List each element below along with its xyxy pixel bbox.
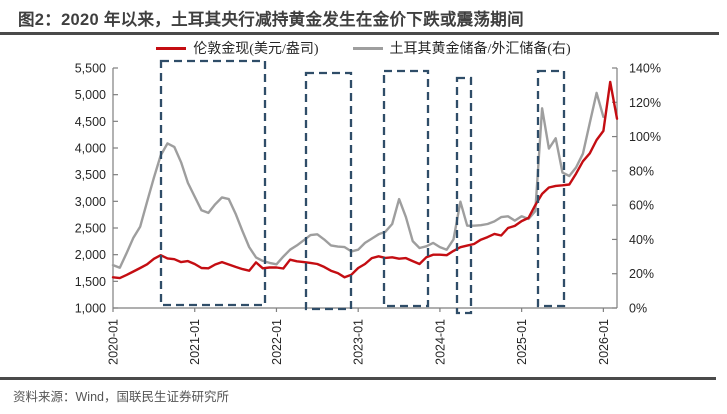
left-axis-tick-label: 3,500 [75, 168, 106, 182]
left-axis-tick-label: 4,000 [75, 142, 106, 156]
x-axis-tick-label: 2020-01 [107, 319, 121, 365]
left-axis-tick-label: 1,500 [75, 275, 106, 289]
legend-line-swatch-red [156, 46, 187, 50]
left-axis-tick-label: 2,000 [75, 248, 106, 262]
x-axis-tick-label: 2022-01 [270, 319, 284, 365]
title-divider [0, 32, 719, 35]
highlight-box [455, 76, 473, 315]
london-gold-price-line [111, 80, 619, 280]
highlight-box [304, 71, 353, 311]
right-axis-tick-label: 40% [629, 233, 654, 247]
x-axis-tick-label: 2026-01 [597, 319, 611, 365]
x-axis-tick-label: 2023-01 [352, 319, 366, 365]
x-axis-tick-label: 2021-01 [188, 319, 202, 365]
left-axis-tick-label: 3,000 [75, 195, 106, 209]
highlight-box [159, 59, 267, 307]
right-axis-tick-label: 140% [629, 62, 661, 76]
right-axis-tick-label: 100% [629, 130, 661, 144]
right-axis-tick-label: 20% [629, 267, 654, 281]
x-axis-tick-label: 2024-01 [433, 319, 447, 365]
left-axis-tick-label: 5,500 [75, 62, 106, 76]
source-divider [0, 377, 716, 380]
highlight-box [382, 69, 430, 308]
left-axis-tick-label: 2,500 [75, 222, 106, 236]
legend-label-turkey-reserves: 土耳其黄金储备/外汇储备(右) [389, 42, 571, 57]
right-axis-tick-label: 120% [629, 96, 661, 110]
chart-legend: 伦敦金现(美元/盎司) 土耳其黄金储备/外汇储备(右) [0, 38, 727, 58]
right-axis-tick-label: 60% [629, 199, 654, 213]
left-axis-tick-label: 1,000 [75, 302, 106, 316]
legend-item-turkey-reserves: 土耳其黄金储备/外汇储备(右) [352, 38, 571, 58]
right-axis-tick-label: 80% [629, 164, 654, 178]
highlight-box [536, 69, 566, 308]
left-axis-tick-label: 5,000 [75, 88, 106, 102]
legend-item-london-gold: 伦敦金现(美元/盎司) [156, 38, 319, 58]
left-axis-tick-label: 4,500 [75, 115, 106, 129]
x-axis-tick-label: 2025-01 [515, 319, 529, 365]
right-axis-tick-label: 0% [629, 302, 647, 316]
legend-label-london-gold: 伦敦金现(美元/盎司) [193, 42, 319, 57]
source-text: 资料来源：Wind，国联民生证券研究所 [13, 390, 229, 404]
figure-title: 图2：2020 年以来，土耳其央行减持黄金发生在金价下跌或震荡期间 [18, 11, 524, 29]
turkey-gold-fx-ratio-line [111, 91, 605, 269]
legend-line-swatch-gray [352, 46, 383, 50]
